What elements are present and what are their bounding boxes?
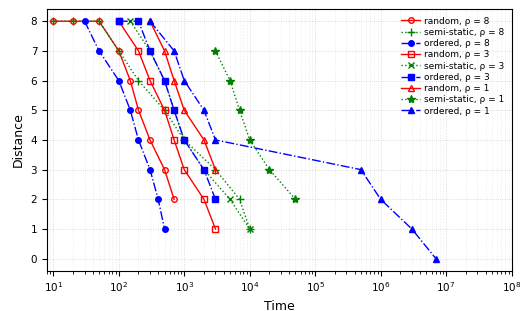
semi-static, ρ = 3 (246, 227, 253, 231)
semi-static, ρ = 3 (181, 138, 187, 142)
random, ρ = 1 (181, 109, 187, 112)
ordered, ρ = 3 (161, 79, 168, 82)
ordered, ρ = 8 (161, 227, 168, 231)
ordered, ρ = 3 (135, 19, 141, 23)
ordered, ρ = 1 (433, 257, 439, 261)
Line: random, ρ = 8: random, ρ = 8 (51, 18, 177, 202)
random, ρ = 3 (116, 19, 122, 23)
random, ρ = 3 (181, 168, 187, 171)
Line: ordered, ρ = 1: ordered, ρ = 1 (147, 18, 440, 262)
semi-static, ρ = 3 (171, 109, 177, 112)
random, ρ = 8 (50, 19, 56, 23)
semi-static, ρ = 1 (292, 197, 299, 201)
Line: semi-static, ρ = 1: semi-static, ρ = 1 (211, 47, 300, 203)
semi-static, ρ = 3 (161, 79, 168, 82)
ordered, ρ = 1 (212, 138, 219, 142)
random, ρ = 8 (127, 79, 134, 82)
ordered, ρ = 1 (409, 227, 415, 231)
ordered, ρ = 1 (147, 19, 153, 23)
ordered, ρ = 3 (147, 49, 153, 53)
Line: ordered, ρ = 8: ordered, ρ = 8 (82, 18, 168, 232)
semi-static, ρ = 8 (161, 109, 168, 112)
ordered, ρ = 8 (96, 49, 102, 53)
Line: semi-static, ρ = 3: semi-static, ρ = 3 (127, 18, 253, 233)
ordered, ρ = 3 (181, 138, 187, 142)
ordered, ρ = 3 (171, 109, 177, 112)
ordered, ρ = 1 (377, 197, 384, 201)
ordered, ρ = 8 (155, 197, 161, 201)
semi-static, ρ = 8 (50, 19, 56, 23)
ordered, ρ = 3 (212, 197, 219, 201)
ordered, ρ = 8 (116, 79, 122, 82)
random, ρ = 3 (212, 227, 219, 231)
random, ρ = 8 (116, 49, 122, 53)
semi-static, ρ = 8 (181, 138, 187, 142)
semi-static, ρ = 3 (127, 19, 134, 23)
random, ρ = 8 (147, 138, 153, 142)
random, ρ = 1 (212, 168, 219, 171)
semi-static, ρ = 8 (96, 19, 102, 23)
random, ρ = 1 (201, 138, 207, 142)
ordered, ρ = 8 (81, 19, 88, 23)
semi-static, ρ = 1 (227, 79, 233, 82)
Line: random, ρ = 3: random, ρ = 3 (116, 18, 218, 232)
Line: semi-static, ρ = 8: semi-static, ρ = 8 (49, 17, 254, 233)
random, ρ = 8 (171, 197, 177, 201)
random, ρ = 3 (161, 109, 168, 112)
random, ρ = 3 (135, 49, 141, 53)
ordered, ρ = 8 (135, 138, 141, 142)
Legend: random, ρ = 8, semi-static, ρ = 8, ordered, ρ = 8, random, ρ = 3, semi-static, ρ: random, ρ = 8, semi-static, ρ = 8, order… (398, 14, 507, 118)
semi-static, ρ = 1 (212, 49, 219, 53)
ordered, ρ = 1 (171, 49, 177, 53)
ordered, ρ = 8 (127, 109, 134, 112)
semi-static, ρ = 8 (116, 49, 122, 53)
ordered, ρ = 8 (147, 168, 153, 171)
semi-static, ρ = 1 (236, 109, 243, 112)
semi-static, ρ = 1 (246, 138, 253, 142)
random, ρ = 1 (161, 49, 168, 53)
ordered, ρ = 1 (201, 109, 207, 112)
semi-static, ρ = 8 (212, 168, 219, 171)
Y-axis label: Distance: Distance (12, 113, 25, 167)
semi-static, ρ = 8 (246, 227, 253, 231)
random, ρ = 3 (147, 79, 153, 82)
random, ρ = 3 (201, 197, 207, 201)
semi-static, ρ = 8 (236, 197, 243, 201)
semi-static, ρ = 8 (135, 79, 141, 82)
ordered, ρ = 3 (116, 19, 122, 23)
semi-static, ρ = 3 (147, 49, 153, 53)
X-axis label: Time: Time (264, 299, 294, 311)
Line: ordered, ρ = 3: ordered, ρ = 3 (116, 18, 218, 202)
ordered, ρ = 1 (181, 79, 187, 82)
random, ρ = 8 (135, 109, 141, 112)
ordered, ρ = 1 (358, 168, 364, 171)
semi-static, ρ = 3 (227, 197, 233, 201)
semi-static, ρ = 1 (266, 168, 272, 171)
random, ρ = 8 (161, 168, 168, 171)
random, ρ = 8 (70, 19, 76, 23)
random, ρ = 8 (96, 19, 102, 23)
semi-static, ρ = 3 (201, 168, 207, 171)
Line: random, ρ = 1: random, ρ = 1 (147, 18, 219, 173)
random, ρ = 1 (171, 79, 177, 82)
random, ρ = 1 (147, 19, 153, 23)
semi-static, ρ = 8 (70, 19, 76, 23)
random, ρ = 3 (171, 138, 177, 142)
ordered, ρ = 3 (201, 168, 207, 171)
